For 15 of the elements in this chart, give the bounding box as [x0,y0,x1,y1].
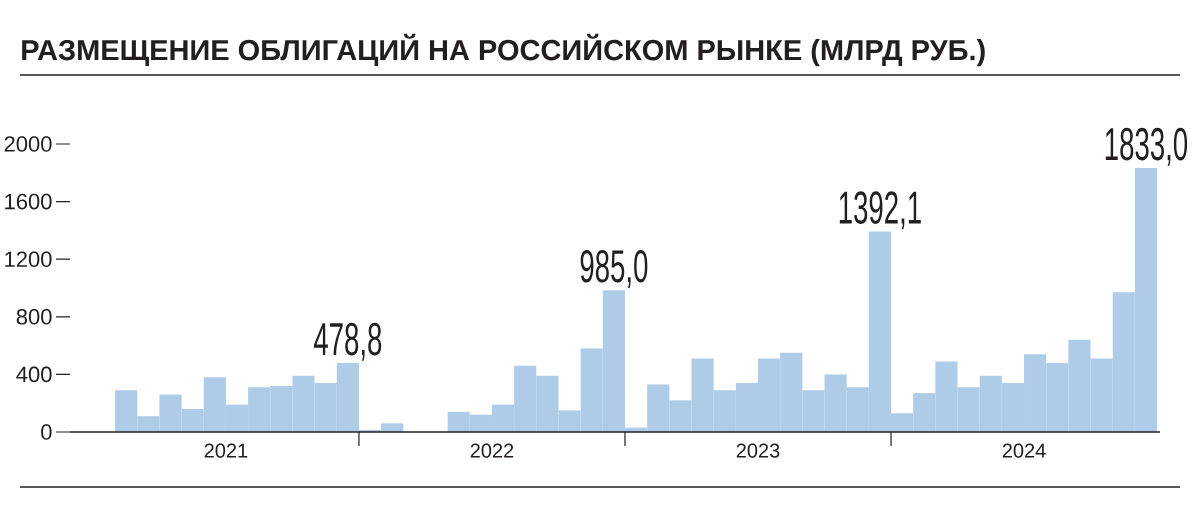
data-label: 1833,0 [1105,127,1188,166]
y-tick-label: 0 [41,424,52,440]
x-tick-label: 2021 [204,443,248,458]
y-tick-label: 800 [16,309,52,325]
y-tick-label: 1200 [5,251,52,267]
y-tick-label: 400 [16,366,52,383]
data-label: 478,8 [313,322,382,361]
chart-title: РАЗМЕЩЕНИЕ ОБЛИГАЦИЙ НА РОССИЙСКОМ РЫНКЕ (МЛРД РУБ.) [22,33,985,67]
x-tick-label: 2022 [470,443,514,458]
x-tick-label: 2023 [736,443,780,458]
y-tick-label: 2000 [4,136,52,152]
data-label: 985,0 [580,249,648,288]
data-label: 1392,1 [839,191,921,230]
y-tick-label: 1600 [5,193,52,210]
x-tick-label: 2024 [1002,443,1046,458]
